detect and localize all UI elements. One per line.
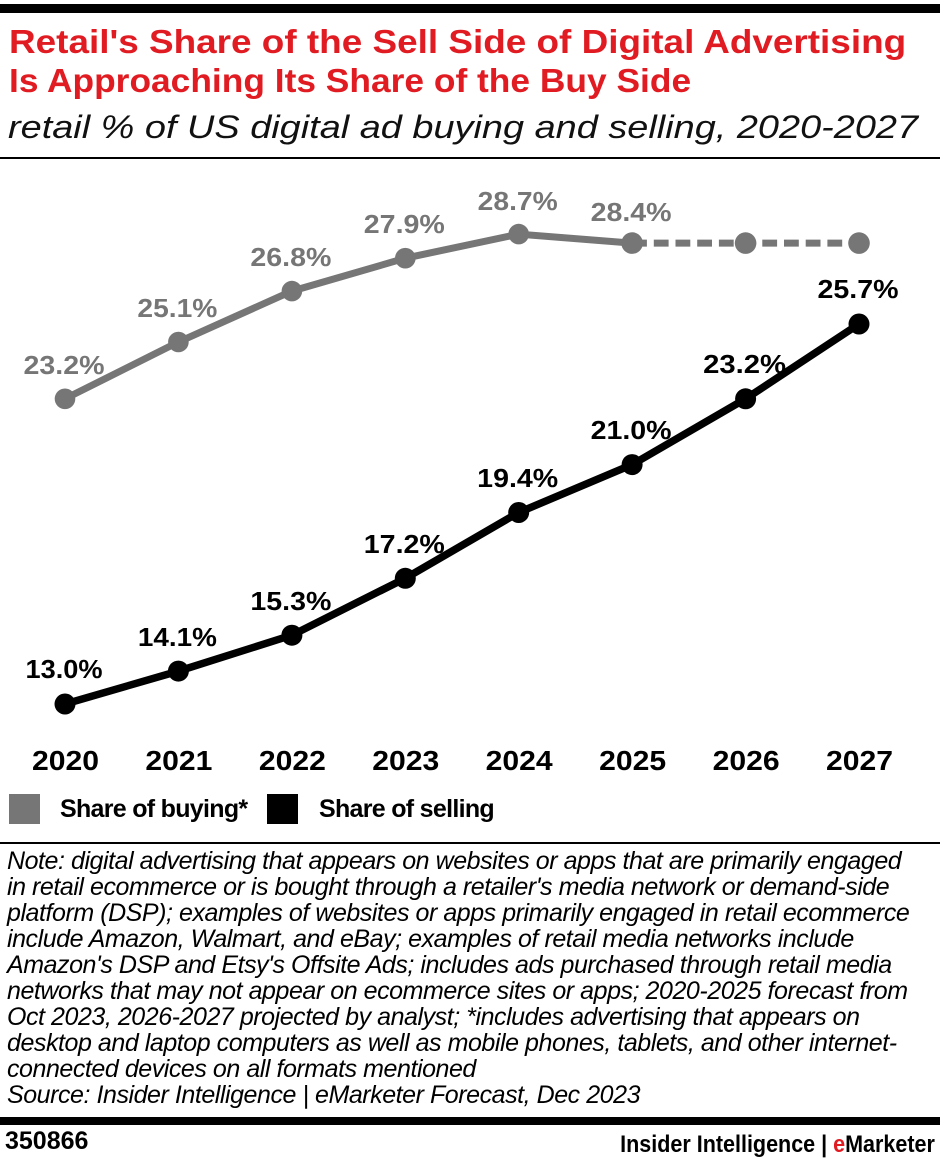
svg-text:21.0%: 21.0% — [591, 415, 672, 445]
svg-text:28.7%: 28.7% — [478, 186, 558, 216]
svg-text:2025: 2025 — [599, 745, 666, 776]
svg-text:26.8%: 26.8% — [250, 242, 331, 272]
svg-text:17.2%: 17.2% — [364, 529, 445, 559]
svg-text:23.2%: 23.2% — [703, 349, 786, 379]
svg-text:25.7%: 25.7% — [818, 274, 899, 304]
svg-text:2024: 2024 — [486, 745, 553, 776]
svg-text:2022: 2022 — [259, 745, 326, 776]
svg-text:2021: 2021 — [145, 745, 212, 776]
svg-text:15.3%: 15.3% — [250, 586, 331, 616]
svg-text:2027: 2027 — [826, 745, 893, 776]
svg-text:27.9%: 27.9% — [364, 209, 445, 239]
svg-text:19.4%: 19.4% — [477, 463, 558, 493]
svg-text:25.1%: 25.1% — [137, 293, 217, 323]
svg-text:23.2%: 23.2% — [24, 350, 105, 380]
svg-text:2026: 2026 — [713, 745, 780, 776]
svg-text:28.4%: 28.4% — [591, 197, 672, 227]
svg-text:2020: 2020 — [32, 745, 99, 776]
svg-text:2023: 2023 — [372, 745, 439, 776]
svg-text:13.0%: 13.0% — [26, 654, 103, 684]
svg-text:14.1%: 14.1% — [138, 622, 217, 652]
